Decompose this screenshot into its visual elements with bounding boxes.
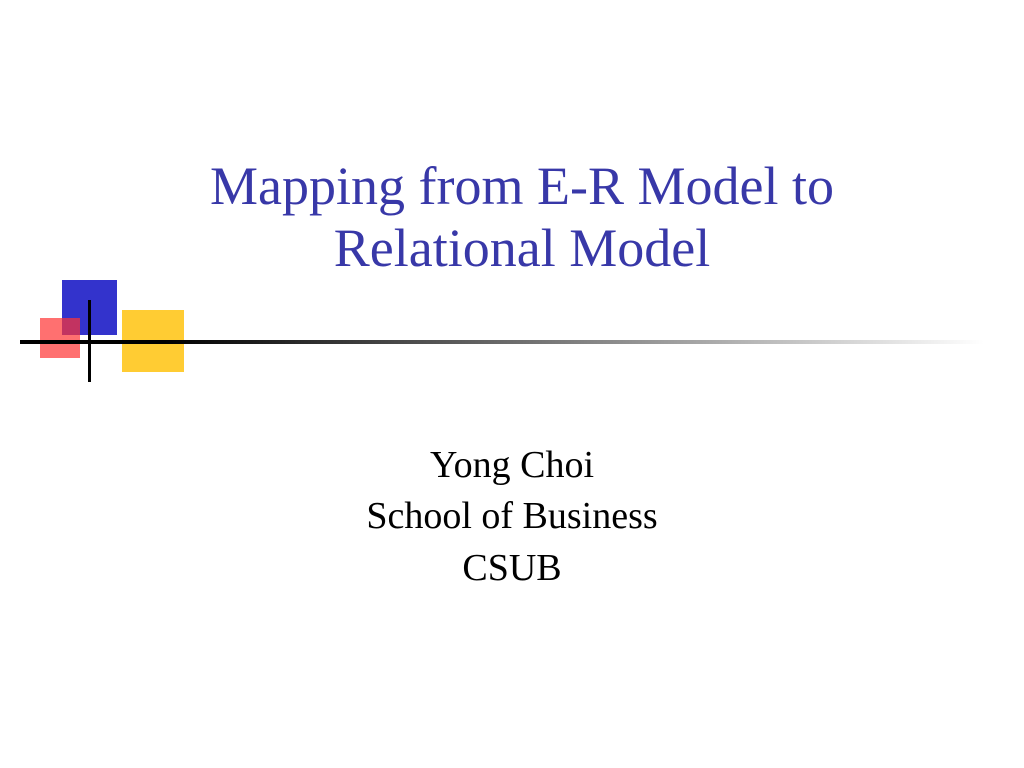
slide-title: Mapping from E-R Model to Relational Mod… bbox=[100, 155, 944, 279]
affiliation-school: School of Business bbox=[100, 491, 924, 542]
affiliation-institution: CSUB bbox=[100, 543, 924, 594]
subtitle-area: Yong Choi School of Business CSUB bbox=[100, 440, 924, 594]
horizontal-divider bbox=[20, 340, 984, 344]
red-square-icon bbox=[40, 318, 80, 358]
author-name: Yong Choi bbox=[100, 440, 924, 491]
